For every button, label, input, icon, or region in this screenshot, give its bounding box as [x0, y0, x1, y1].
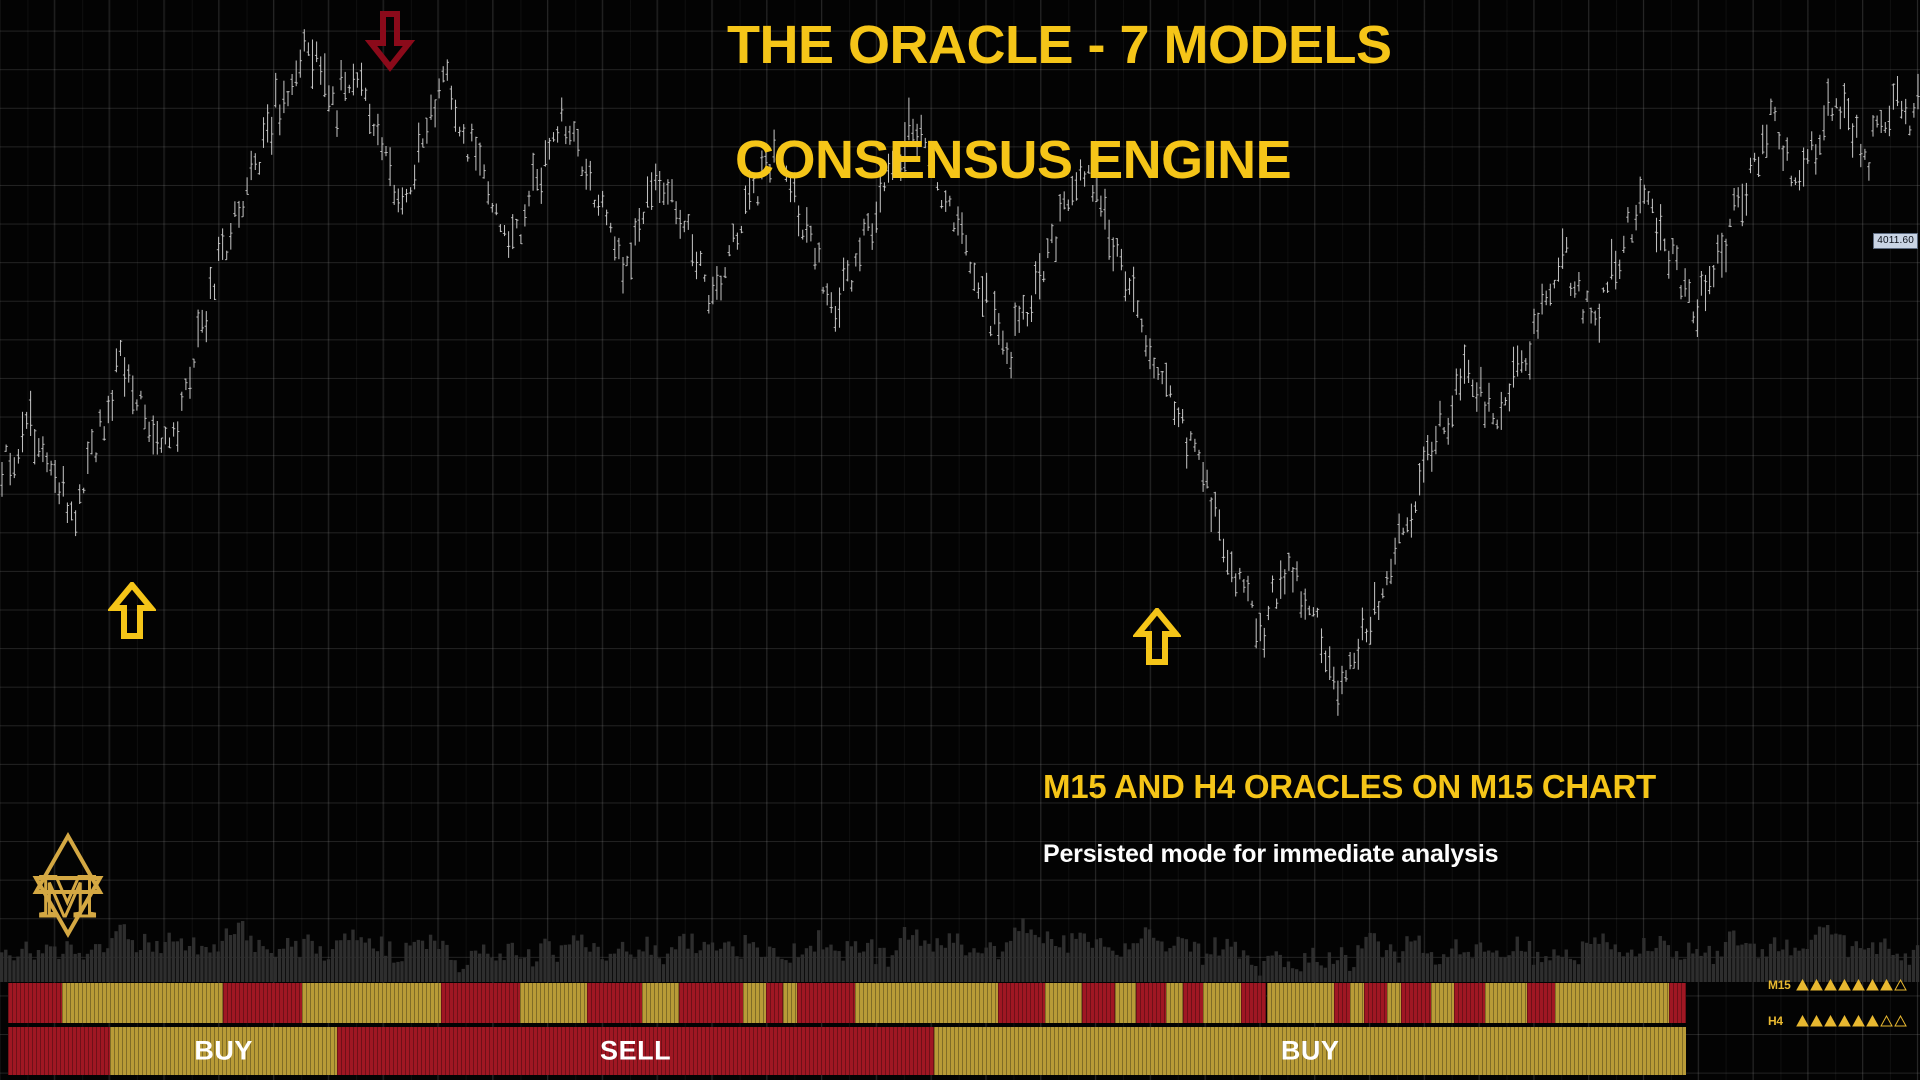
- ribbon-segment-sell: [1241, 983, 1267, 1023]
- ribbon-segment-sell: [679, 983, 743, 1023]
- signal-ribbons: BUY SELL BUY: [8, 983, 1686, 1075]
- ribbon-segment-sell: [998, 983, 1045, 1023]
- consensus-row-m15: M15: [1768, 978, 1907, 992]
- triangle-filled-icon: [1852, 1015, 1865, 1027]
- consensus-triangles-m15: [1796, 979, 1907, 991]
- ribbon-segment-buy: [110, 1027, 337, 1075]
- ribbon-segment-buy: [934, 1027, 1686, 1075]
- ribbon-segment-buy: [1430, 983, 1455, 1023]
- ribbon-segment-buy: [1555, 983, 1670, 1023]
- ribbon-segment-buy: [1484, 983, 1527, 1023]
- ribbon-segment-sell: [1135, 983, 1167, 1023]
- triangle-filled-icon: [1852, 979, 1865, 991]
- headline-line-1: THE ORACLE - 7 MODELS: [727, 15, 1392, 75]
- h4-signal-ribbon[interactable]: BUY SELL BUY: [8, 1027, 1686, 1075]
- ribbon-segment-buy: [783, 983, 798, 1023]
- ribbon-segment-sell: [8, 983, 62, 1023]
- price-ohlc-series: [0, 29, 1920, 716]
- six-pointed-star-m-logo: M: [14, 828, 122, 947]
- ribbon-segment-buy: [855, 983, 998, 1023]
- ribbon-segment-sell: [440, 983, 520, 1023]
- ribbon-segment-buy: [1202, 983, 1242, 1023]
- triangle-filled-icon: [1810, 979, 1823, 991]
- triangle-filled-icon: [1796, 979, 1809, 991]
- triangle-filled-icon: [1796, 1015, 1809, 1027]
- consensus-label-h4: H4: [1768, 1014, 1783, 1028]
- ribbon-segment-buy: [1387, 983, 1402, 1023]
- consensus-label-m15: M15: [1768, 978, 1791, 992]
- ribbon-segment-sell: [1182, 983, 1203, 1023]
- triangle-filled-icon: [1866, 979, 1879, 991]
- ribbon-segment-sell: [1333, 983, 1351, 1023]
- subtitle-oracles: M15 AND H4 ORACLES ON M15 CHART: [1043, 768, 1656, 805]
- price-pane[interactable]: [0, 0, 1920, 880]
- headline-line-2: CONSENSUS ENGINE: [735, 130, 1292, 190]
- volume-bar-series: [0, 918, 1920, 982]
- ribbon-segment-buy: [1350, 983, 1365, 1023]
- ribbon-segment-sell: [1669, 983, 1686, 1023]
- ribbon-segment-buy: [301, 983, 442, 1023]
- triangle-filled-icon: [1838, 1015, 1851, 1027]
- ribbon-segment-buy: [1115, 983, 1136, 1023]
- ribbon-segment-sell: [586, 983, 643, 1023]
- ribbon-segment-buy: [642, 983, 680, 1023]
- triangle-filled-icon: [1810, 1015, 1823, 1027]
- ribbon-segment-sell: [222, 983, 302, 1023]
- svg-text:M: M: [40, 863, 97, 929]
- triangle-filled-icon: [1824, 1015, 1837, 1027]
- triangle-filled-icon: [1838, 979, 1851, 991]
- m15-signal-ribbon[interactable]: [8, 983, 1686, 1023]
- ribbon-segment-sell: [1363, 983, 1388, 1023]
- down-arrow-icon: [364, 10, 416, 77]
- triangle-outline-icon: [1880, 1015, 1893, 1027]
- volume-pane: [0, 872, 1920, 982]
- up-arrow-icon: [106, 580, 158, 645]
- ribbon-segment-buy: [1165, 983, 1183, 1023]
- ribbon-segment-buy: [61, 983, 223, 1023]
- ribbon-segment-sell: [1454, 983, 1485, 1023]
- ribbon-segment-buy: [1266, 983, 1334, 1023]
- ribbon-segment-sell: [8, 1027, 111, 1075]
- consensus-triangles-h4: [1796, 1015, 1907, 1027]
- ribbon-segment-buy: [1045, 983, 1082, 1023]
- consensus-row-h4: H4: [1768, 1014, 1907, 1028]
- triangle-outline-icon: [1894, 979, 1907, 991]
- ribbon-segment-sell: [1400, 983, 1432, 1023]
- last-price-tag: 4011.60: [1873, 233, 1918, 249]
- subtitle-persisted-mode: Persisted mode for immediate analysis: [1043, 840, 1499, 868]
- triangle-filled-icon: [1880, 979, 1893, 991]
- ribbon-segment-buy: [742, 983, 767, 1023]
- ribbon-segment-sell: [796, 983, 856, 1023]
- up-arrow-icon: [1131, 606, 1183, 671]
- ribbon-segment-sell: [336, 1027, 935, 1075]
- ribbon-segment-buy: [519, 983, 588, 1023]
- triangle-filled-icon: [1866, 1015, 1879, 1027]
- triangle-filled-icon: [1824, 979, 1837, 991]
- ribbon-segment-sell: [766, 983, 784, 1023]
- ribbon-segment-sell: [1526, 983, 1556, 1023]
- ribbon-segment-sell: [1081, 983, 1116, 1023]
- triangle-outline-icon: [1894, 1015, 1907, 1027]
- consensus-panel: M15 H4: [1768, 978, 1907, 1028]
